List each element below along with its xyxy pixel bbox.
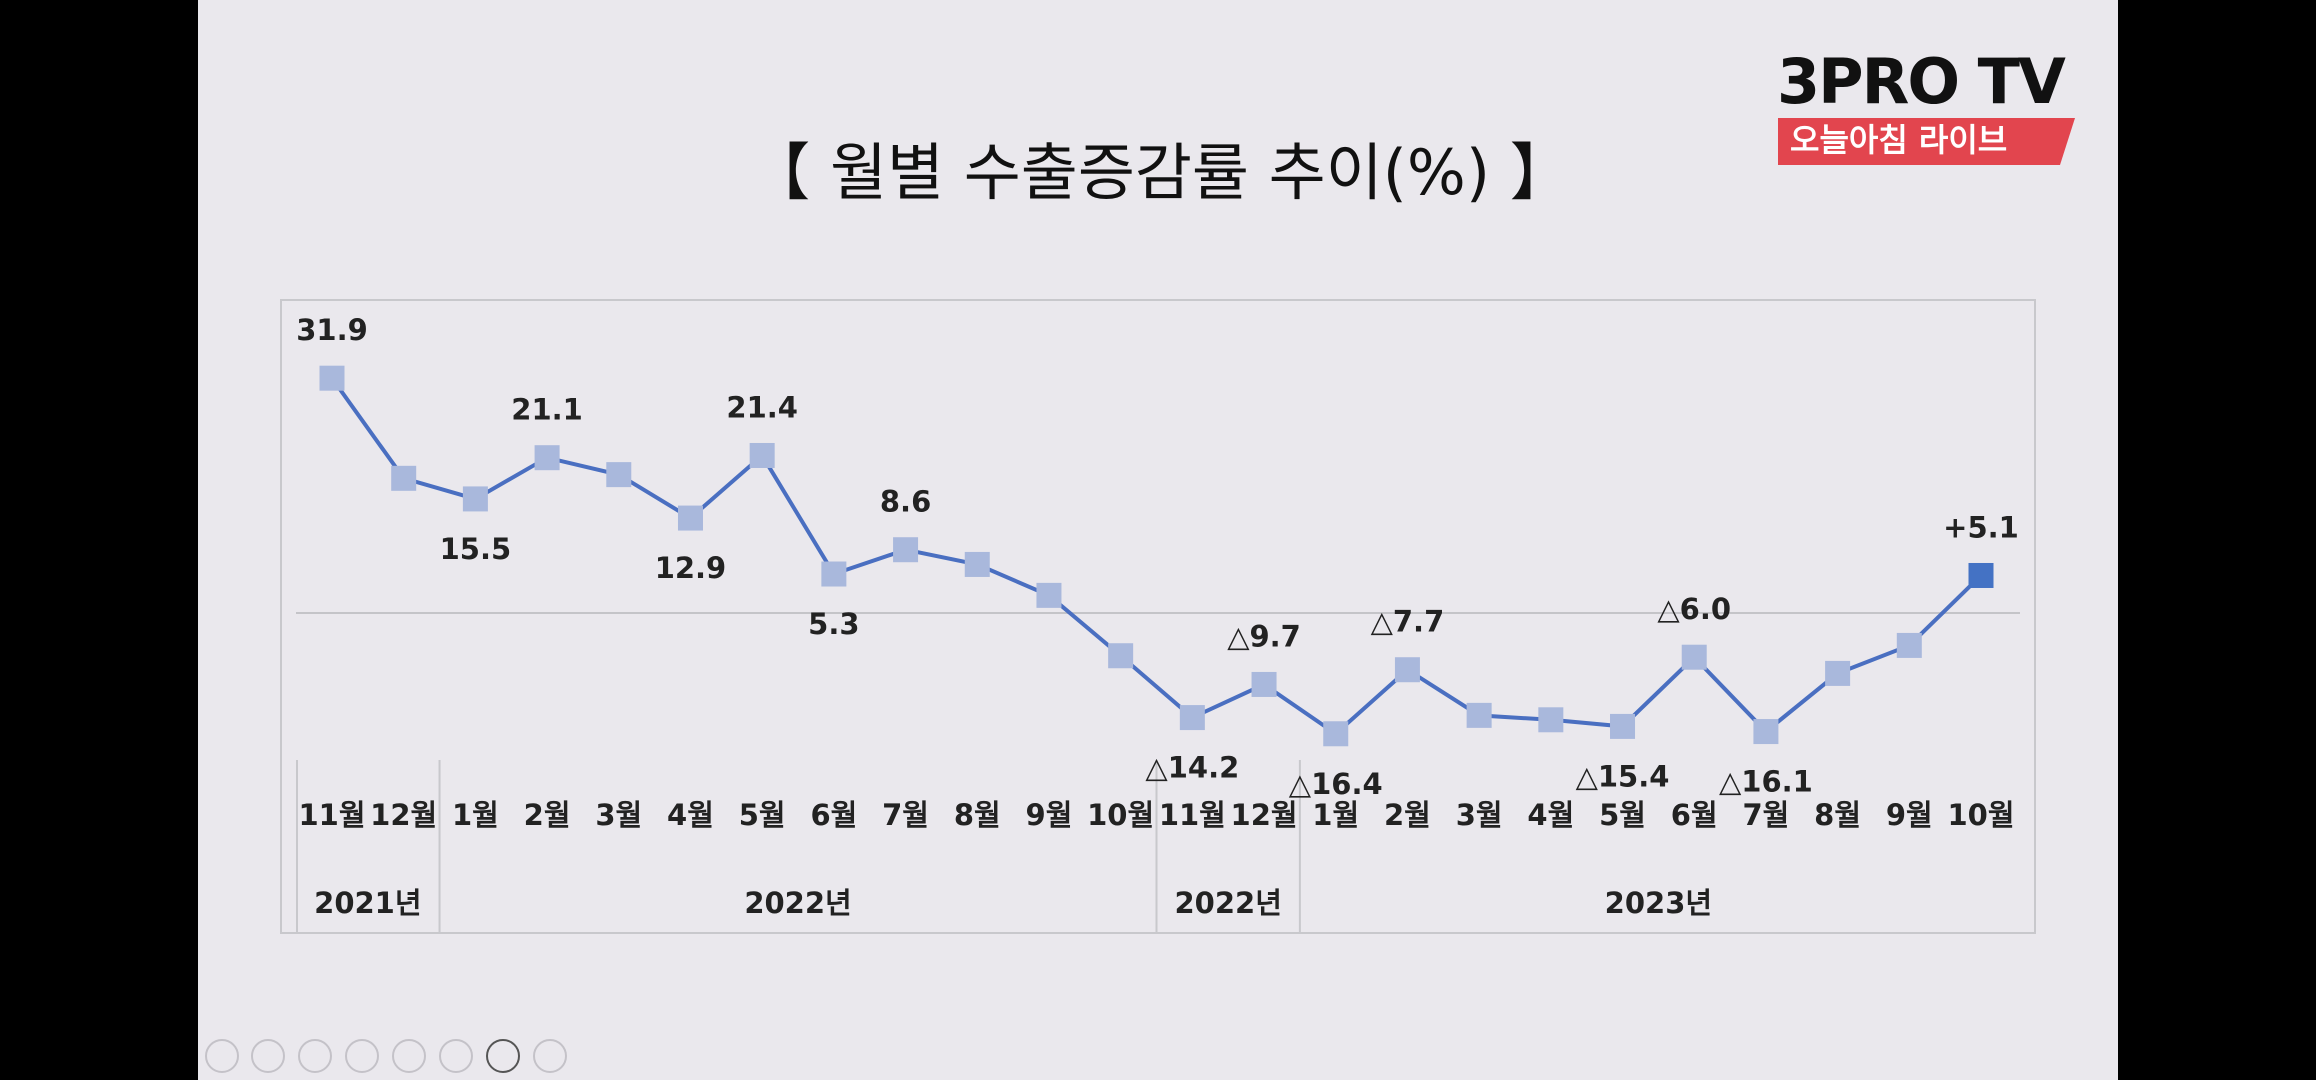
x-tick-label: 12월 — [370, 798, 437, 832]
data-label: 21.1 — [511, 393, 583, 427]
x-tick-label: 6월 — [1671, 798, 1718, 832]
marker — [964, 551, 990, 577]
x-tick-label: 9월 — [1026, 798, 1073, 832]
x-tick-label: 5월 — [739, 798, 786, 832]
data-label: 15.5 — [440, 532, 512, 566]
group-label: 2021년 — [314, 886, 421, 920]
data-label: △7.7 — [1371, 605, 1445, 639]
marker — [606, 462, 632, 488]
x-tick-label: 7월 — [1742, 798, 1789, 832]
marker — [1179, 705, 1205, 731]
marker — [749, 442, 775, 468]
data-label: △15.4 — [1576, 759, 1670, 793]
marker — [1610, 713, 1636, 739]
marker — [1896, 632, 1922, 658]
marker — [1753, 719, 1779, 745]
x-tick-label: 9월 — [1886, 798, 1933, 832]
x-tick-label: 4월 — [667, 798, 714, 832]
slide — [198, 0, 2118, 1080]
logo-tagline: 오늘아침 라이브 — [1790, 121, 2007, 159]
x-tick-label: 7월 — [882, 798, 929, 832]
x-tick-label: 6월 — [810, 798, 857, 832]
x-tick-label: 12월 — [1231, 798, 1298, 832]
plot-frame — [280, 299, 2036, 934]
marker — [821, 561, 847, 587]
x-tick-label: 2월 — [1384, 798, 1431, 832]
x-tick-label: 2월 — [524, 798, 571, 832]
x-tick-label: 5월 — [1599, 798, 1646, 832]
logo-brand: 3PRO TV — [1777, 45, 2066, 118]
x-tick-label: 10월 — [1087, 798, 1154, 832]
marker — [1681, 644, 1707, 670]
chart-title: 【 월별 수출증감률 추이(%) 】 — [748, 136, 1571, 209]
data-label: △16.1 — [1719, 765, 1813, 799]
marker — [1323, 721, 1349, 747]
marker — [1968, 562, 1994, 588]
toolbar — [205, 1039, 567, 1073]
marker — [1825, 660, 1851, 686]
x-tick-label: 3월 — [595, 798, 642, 832]
group-label: 2022년 — [744, 886, 851, 920]
data-label: 8.6 — [880, 485, 931, 519]
data-label: △14.2 — [1145, 751, 1239, 785]
data-label: 12.9 — [655, 551, 727, 585]
marker — [677, 505, 703, 531]
x-tick-label: 1월 — [452, 798, 499, 832]
data-label: △9.7 — [1227, 619, 1301, 653]
x-tick-label: 3월 — [1456, 798, 1503, 832]
marker — [1466, 702, 1492, 728]
group-label: 2022년 — [1174, 886, 1281, 920]
marker — [319, 365, 345, 391]
marker — [391, 465, 417, 491]
marker — [1108, 643, 1134, 669]
data-label: 31.9 — [296, 313, 368, 347]
x-tick-label: 1월 — [1312, 798, 1359, 832]
x-tick-label: 8월 — [1814, 798, 1861, 832]
x-tick-label: 8월 — [954, 798, 1001, 832]
data-label: 5.3 — [808, 607, 859, 641]
marker — [1251, 671, 1277, 697]
data-label: △16.4 — [1289, 767, 1383, 801]
data-label: △6.0 — [1657, 592, 1731, 626]
logo-band — [1778, 118, 2075, 165]
marker — [462, 486, 488, 512]
marker — [1538, 707, 1564, 733]
marker — [893, 537, 919, 563]
x-tick-label: 11월 — [1159, 798, 1226, 832]
x-tick-label: 11월 — [298, 798, 365, 832]
x-tick-label: 4월 — [1527, 798, 1574, 832]
marker — [1394, 657, 1420, 683]
marker — [1036, 582, 1062, 608]
group-label: 2023년 — [1605, 886, 1712, 920]
x-tick-label: 10월 — [1947, 798, 2014, 832]
marker — [534, 445, 560, 471]
data-label: +5.1 — [1943, 510, 2019, 544]
data-label: 21.4 — [726, 390, 798, 424]
logo: 3PRO TV 오늘아침 라이브 — [1777, 45, 2075, 165]
